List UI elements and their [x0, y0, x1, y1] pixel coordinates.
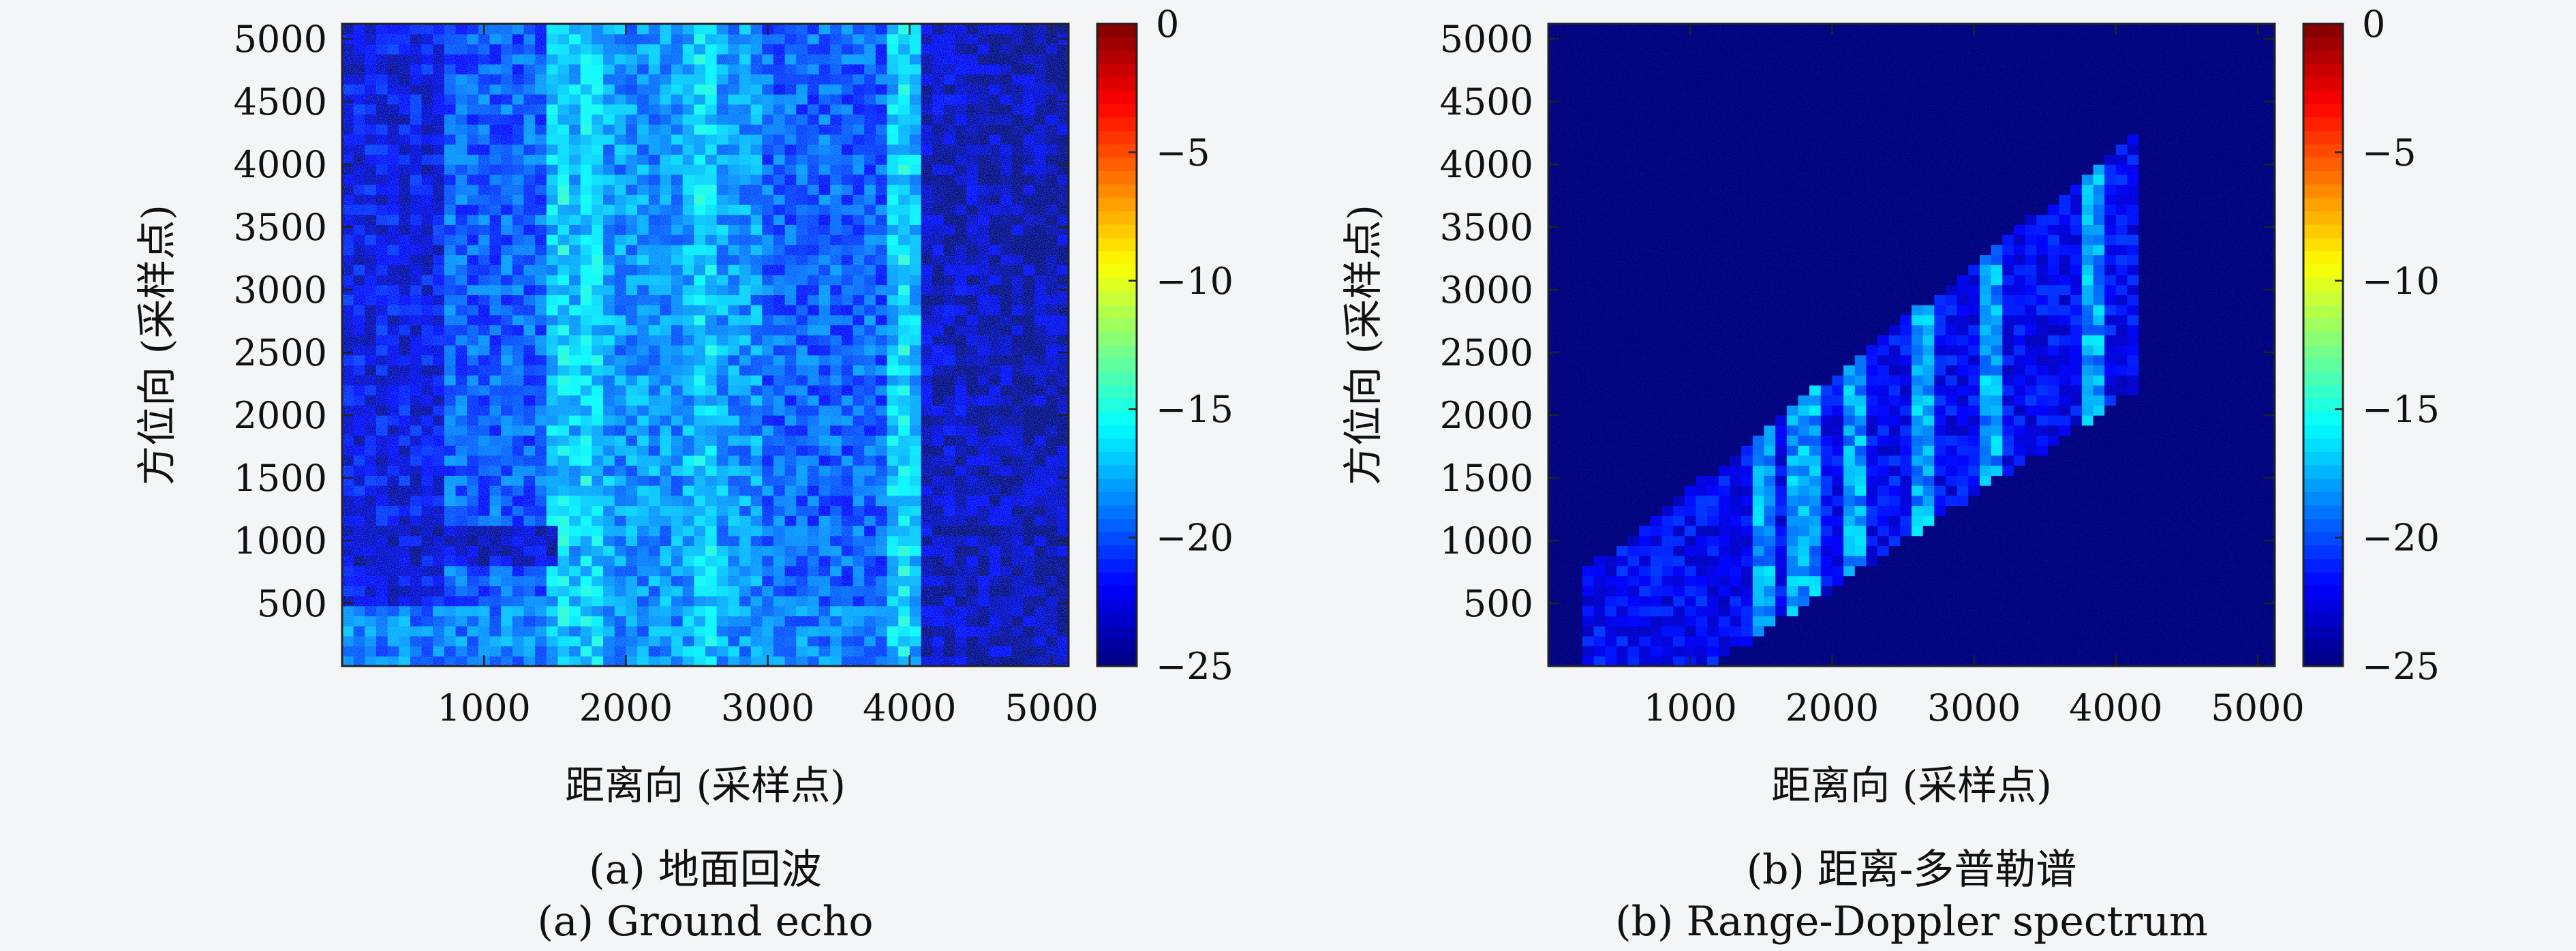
colorbar-segment: [1097, 211, 1137, 225]
y-tick-label: 3500: [234, 206, 327, 249]
x-tick-label: 4000: [863, 686, 956, 729]
colorbar-segment: [1097, 612, 1137, 627]
colorbar-segment: [1097, 505, 1137, 519]
x-tick-label: 1000: [437, 686, 530, 729]
x-tick-label: 2000: [579, 686, 673, 729]
colorbar-tick-label: −25: [1156, 645, 1233, 688]
heatmap-range-doppler: [1547, 22, 2276, 667]
heatmap-ground-echo: [341, 22, 1070, 667]
colorbar-segment: [1097, 599, 1137, 614]
colorbar-segment: [1097, 77, 1137, 91]
x-tick-label: 5000: [1005, 686, 1098, 729]
colorbar-segment: [1097, 425, 1137, 439]
colorbar-segment: [1097, 465, 1137, 479]
y-tick-label: 3000: [234, 269, 327, 312]
colorbar-segment: [1097, 157, 1137, 172]
colorbar-tick-label: −20: [1156, 517, 1233, 560]
colorbar-segment: [1097, 438, 1137, 453]
colorbar-segment: [1097, 144, 1137, 158]
colorbar-tick-label: −10: [1156, 260, 1233, 303]
colorbar-segment: [1097, 50, 1137, 65]
y-tick-label: 1000: [234, 519, 327, 562]
x-tick-label: 3000: [721, 686, 814, 729]
colorbar-segment: [1097, 384, 1137, 399]
colorbar-segment: [1097, 452, 1137, 466]
colorbar-segment: [1097, 519, 1137, 533]
colorbar-segment: [1097, 104, 1137, 118]
colorbar-segment: [1097, 24, 1137, 38]
colorbar-segment: [1097, 358, 1137, 372]
colorbar-segment: [1097, 131, 1137, 145]
colorbar-segment: [1097, 532, 1137, 546]
colorbar-segment: [1097, 117, 1137, 132]
colorbar-tick-label: −5: [1156, 131, 1210, 174]
colorbar-segment: [1097, 170, 1137, 185]
y-tick-label: 4000: [234, 143, 327, 186]
colorbar-segment: [1097, 331, 1137, 346]
colorbar-segment: [1097, 626, 1137, 640]
x-axis-title: 距离向 (采样点): [565, 762, 846, 809]
colorbar-segment: [1097, 652, 1137, 667]
colorbar: 0 −5 −10 −15 −20 −25: [1096, 3, 1233, 688]
colorbar-segment: [1097, 492, 1137, 507]
colorbar-segment: [1097, 372, 1137, 386]
colorbar-segment: [1097, 251, 1137, 265]
colorbar-tick-label: −15: [1156, 388, 1233, 431]
colorbar-segment: [1097, 318, 1137, 332]
colorbar-segment: [1097, 305, 1137, 319]
panel-ground-echo: 1000 2000 3000 4000 5000 500 1000 1500 2000 2500 3…: [134, 3, 1233, 946]
colorbar-segment: [1097, 398, 1137, 412]
y-tick-label: 1500: [234, 457, 327, 500]
colorbar-segment: [1097, 545, 1137, 560]
caption-english: (a) Ground echo: [537, 898, 873, 946]
colorbar-segment: [1097, 37, 1137, 51]
colorbar-segment: [1097, 91, 1137, 105]
y-axis-title: 方位向 (采样点): [134, 205, 180, 485]
colorbar-segment: [1097, 586, 1137, 600]
colorbar-segment: [1097, 238, 1137, 252]
y-tick-label: 5000: [234, 18, 327, 61]
y-tick-label: 500: [257, 582, 327, 625]
colorbar-segment: [1097, 224, 1137, 239]
colorbar-segment: [1097, 639, 1137, 653]
colorbar-segment: [1097, 412, 1137, 426]
heatmap-texture: [342, 24, 1069, 666]
colorbar-segment: [1097, 265, 1137, 279]
panel-range-doppler: 1000 2000 3000 4000 500050010001500200025003…: [1340, 3, 2440, 946]
colorbar-segment: [1097, 184, 1137, 198]
colorbar-tick-label: 0: [1156, 3, 1179, 46]
y-tick-label: 2000: [234, 394, 327, 437]
colorbar-segment: [1097, 198, 1137, 212]
y-tick-label: 2500: [234, 331, 327, 374]
colorbar-segment: [1097, 559, 1137, 573]
y-tick-label: 4500: [234, 80, 327, 123]
colorbar-segment: [1097, 345, 1137, 359]
colorbar-segment: [1097, 479, 1137, 493]
colorbar-segment: [1097, 291, 1137, 305]
caption-chinese: (a) 地面回波: [589, 846, 822, 894]
colorbar-segment: [1097, 63, 1137, 78]
colorbar-segment: [1097, 572, 1137, 586]
